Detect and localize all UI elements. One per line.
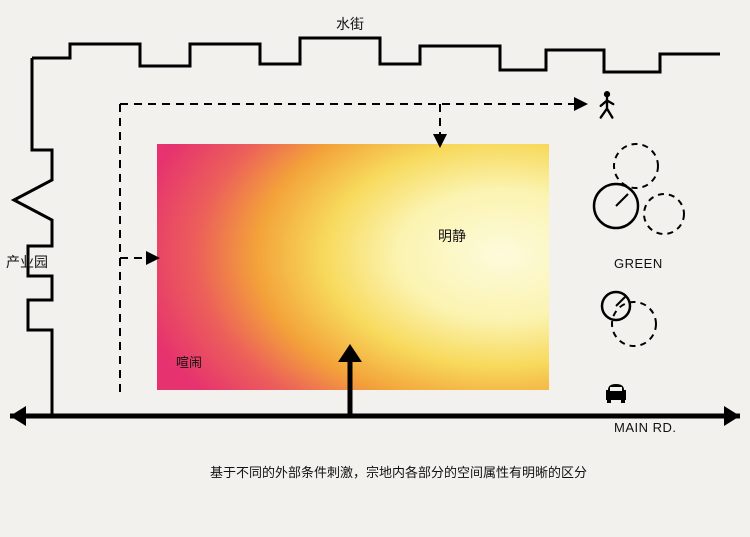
- dashed-arrow-down: [433, 134, 447, 148]
- pedestrian-icon: [601, 91, 614, 118]
- caption: 基于不同的外部条件刺激，宗地内各部分的空间属性有明晰的区分: [210, 462, 587, 481]
- left-outline: [14, 58, 52, 416]
- influence-arrow-up-head: [338, 344, 362, 362]
- diagram-stage: 水街 产业园 GREEN MAIN RD. 明静 喧闹 基于不同的外部条件刺激，…: [0, 0, 750, 537]
- car-icon: [606, 384, 626, 403]
- label-bright: 明静: [438, 226, 466, 246]
- label-left: 产业园: [6, 252, 48, 272]
- label-top: 水街: [336, 14, 364, 34]
- green-circles: [594, 144, 684, 346]
- main-road-arrow-left: [10, 406, 26, 426]
- label-main-road: MAIN RD.: [614, 420, 677, 435]
- label-loud: 喧闹: [176, 352, 202, 371]
- main-road-arrow-right: [724, 406, 740, 426]
- dashed-arrow-right-top: [574, 97, 588, 111]
- skyline-outline: [32, 38, 720, 72]
- label-green: GREEN: [614, 256, 663, 271]
- dashed-arrow-right-mid: [146, 251, 160, 265]
